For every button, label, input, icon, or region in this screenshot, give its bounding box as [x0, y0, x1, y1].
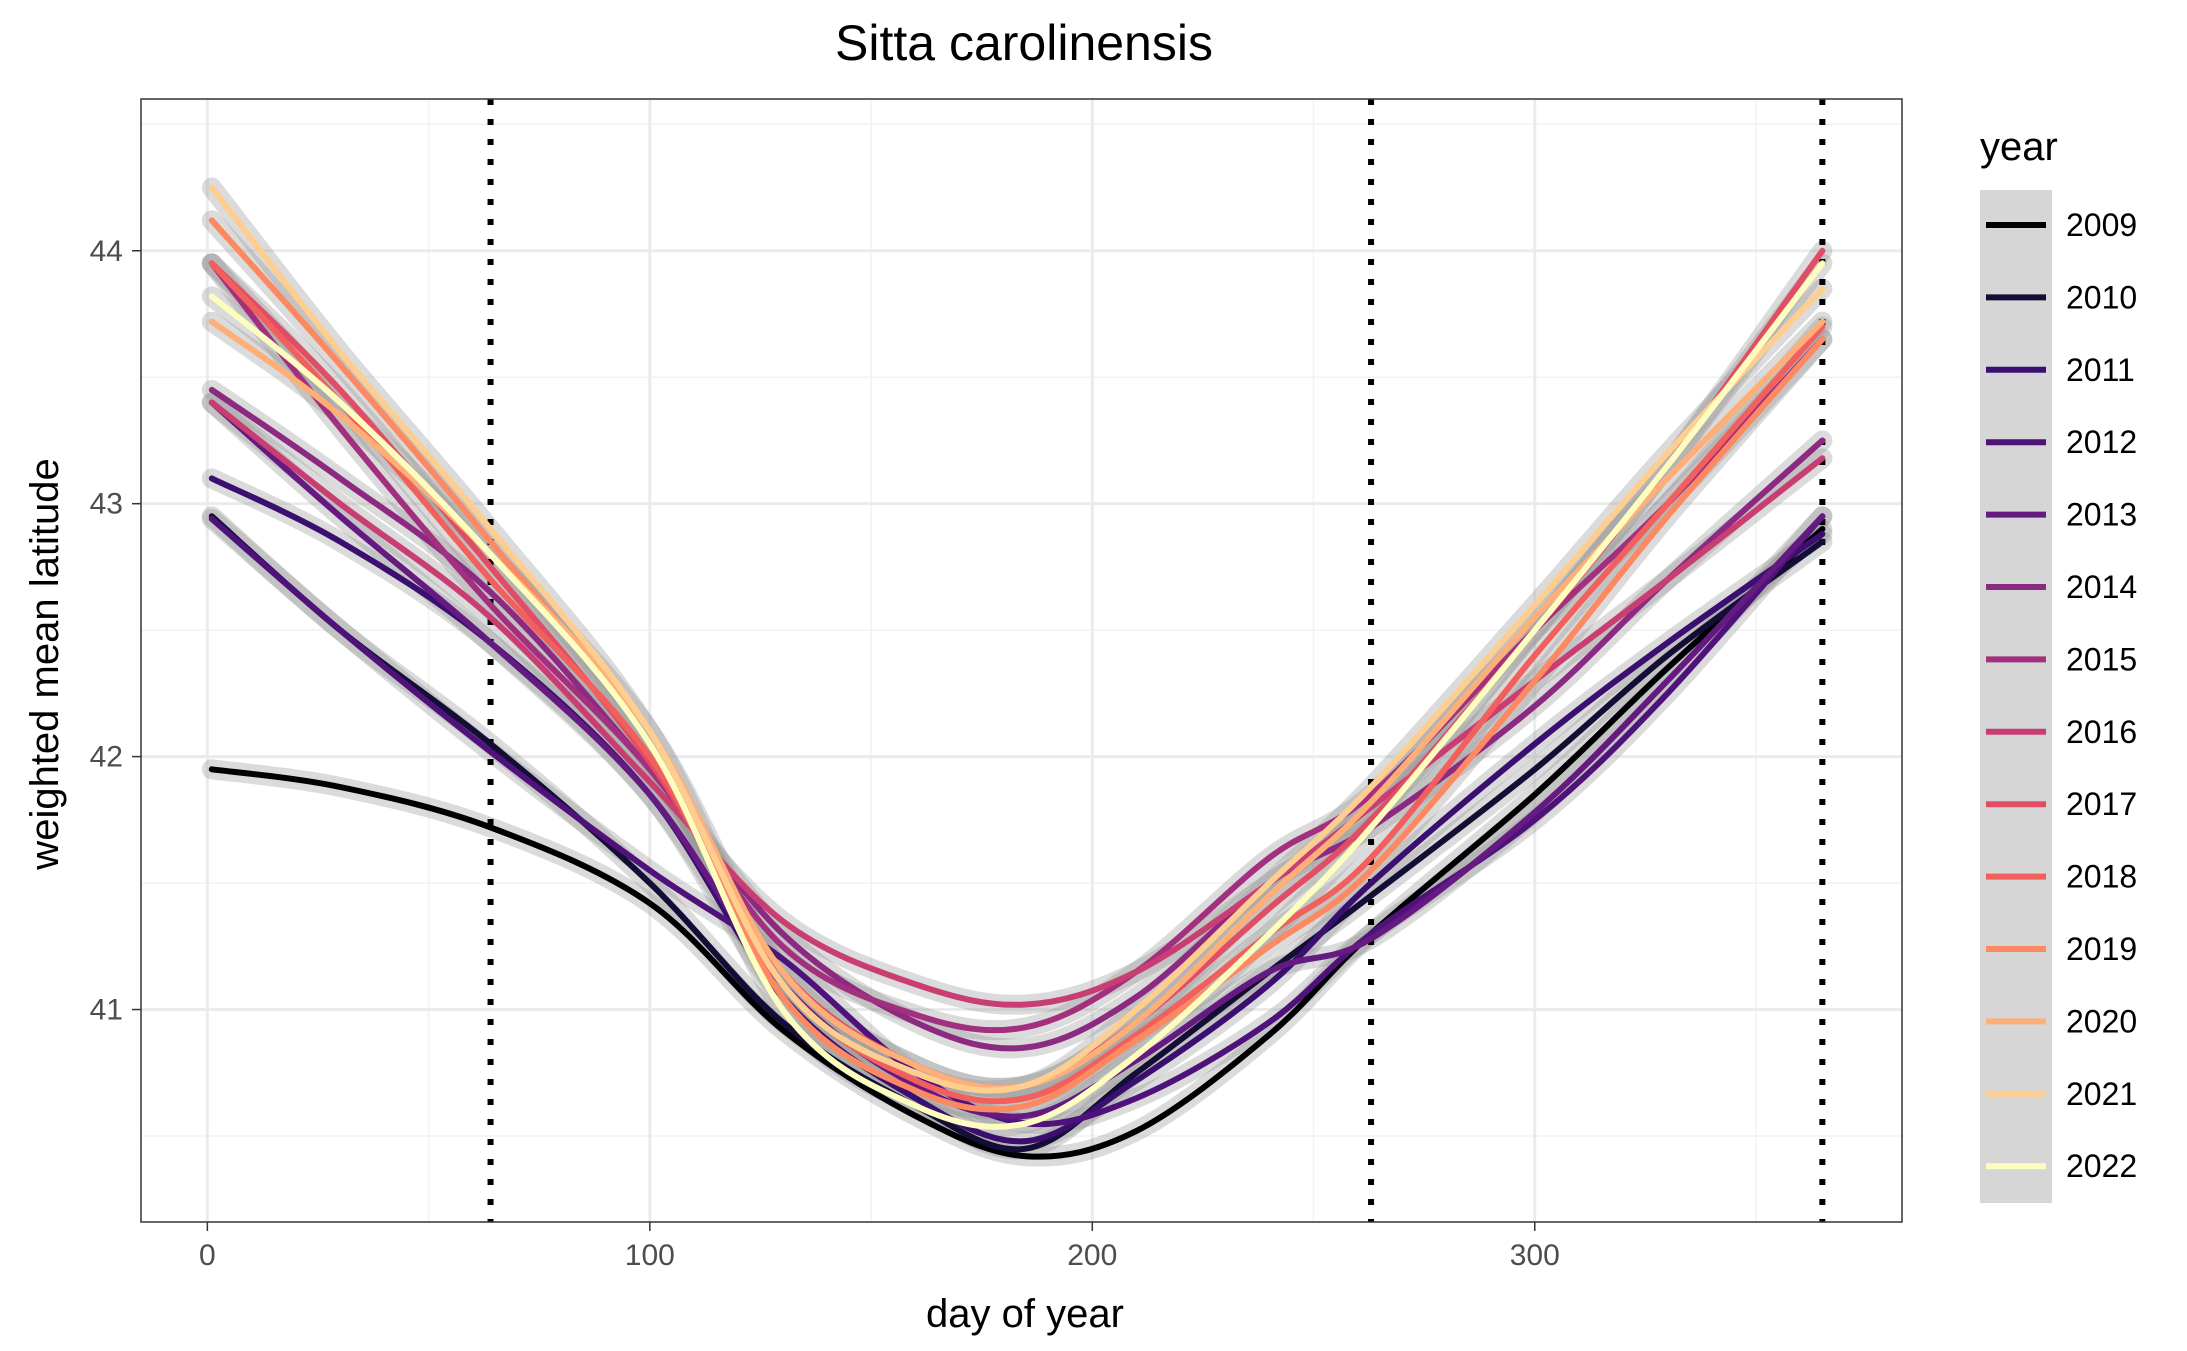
y-axis: 41 42 43 44: [90, 235, 141, 1027]
legend-label-2013: 2013: [2066, 497, 2137, 533]
legend-label-2020: 2020: [2066, 1003, 2137, 1039]
series-line-2018: [208, 260, 1826, 1105]
series-line-2013: [208, 399, 1826, 1120]
legend-label-2019: 2019: [2066, 931, 2137, 967]
series-line-2021: [208, 184, 1826, 1094]
legend-label-2009: 2009: [2066, 207, 2137, 243]
plot-panel-border: [140, 98, 1903, 1223]
series-line-2009: [208, 526, 1826, 1160]
legend-label-2021: 2021: [2066, 1076, 2137, 1112]
y-axis-title: weighted mean latitude: [23, 458, 67, 870]
series-line-2022: [208, 260, 1826, 1130]
x-tick-label: 100: [625, 1239, 675, 1272]
legend-label-2022: 2022: [2066, 1148, 2137, 1184]
y-tick-label: 44: [90, 235, 123, 268]
x-tick-label: 300: [1510, 1239, 1560, 1272]
series-lines: [208, 184, 1826, 1160]
legend-label-2015: 2015: [2066, 641, 2137, 677]
x-axis: 0 100 200 300: [199, 1222, 1560, 1272]
legend-label-2016: 2016: [2066, 714, 2137, 750]
x-axis-title: day of year: [926, 1292, 1124, 1336]
legend-label-2010: 2010: [2066, 279, 2137, 315]
x-tick-label: 200: [1067, 1239, 1117, 1272]
chart-title: Sitta carolinensis: [835, 15, 1213, 71]
minor-gridlines: [141, 99, 1902, 1222]
legend: year 2009 2010 2011 2012 2013 2014 2015 2016 201…: [1980, 125, 2137, 1203]
legend-label-2012: 2012: [2066, 424, 2137, 460]
legend-label-2018: 2018: [2066, 859, 2137, 895]
series-line-2010: [208, 513, 1826, 1153]
reference-lines: [487, 99, 1826, 1222]
legend-label-2011: 2011: [2066, 352, 2135, 388]
series-line-2014: [208, 386, 1826, 1052]
y-tick-label: 41: [90, 994, 123, 1027]
y-tick-label: 43: [90, 488, 123, 521]
x-tick-label: 0: [199, 1239, 216, 1272]
y-tick-label: 42: [90, 741, 123, 774]
legend-key-background: [1980, 190, 2052, 1203]
series-line-2019: [208, 217, 1826, 1113]
legend-label-2017: 2017: [2066, 786, 2137, 822]
legend-label-2014: 2014: [2066, 569, 2137, 605]
legend-title: year: [1980, 125, 2058, 169]
